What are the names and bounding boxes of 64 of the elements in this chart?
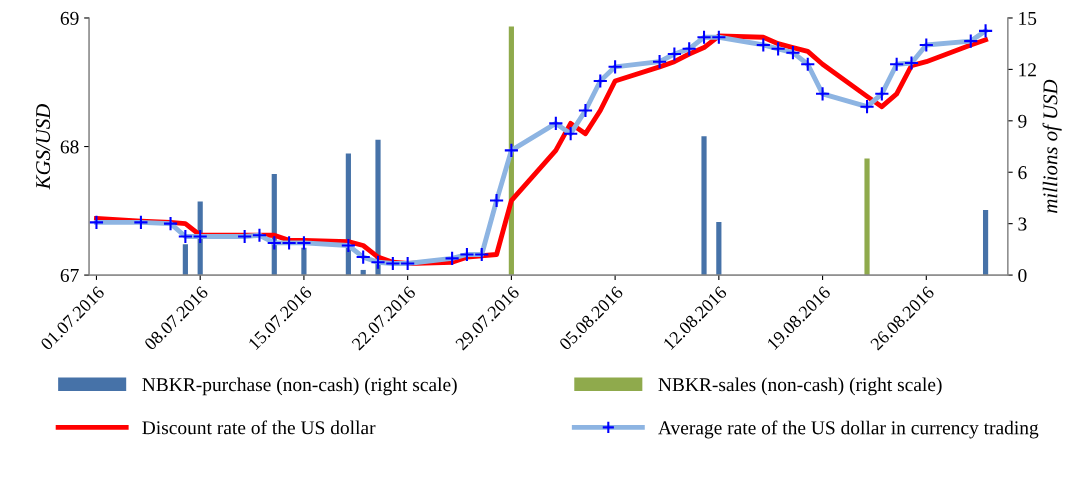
point <box>474 246 490 263</box>
point <box>755 37 771 53</box>
point <box>177 228 193 245</box>
point <box>889 56 905 72</box>
point <box>681 41 697 57</box>
point <box>370 254 386 270</box>
bar <box>301 247 307 276</box>
point <box>696 29 712 45</box>
point <box>281 235 297 251</box>
legend-label: Average rate of the US dollar in currency trading <box>658 420 1039 439</box>
y-axis-title: KGS/USD <box>36 104 51 190</box>
point <box>355 249 371 265</box>
legend-label: NBKR-purchase (non-cash) (right scale) <box>142 377 457 396</box>
point <box>785 45 801 61</box>
point <box>770 41 786 57</box>
point <box>859 99 875 115</box>
point <box>400 255 416 272</box>
point <box>340 237 357 254</box>
point <box>563 126 579 142</box>
point <box>503 142 520 159</box>
point <box>800 56 816 72</box>
bar <box>182 244 188 276</box>
point <box>918 37 934 53</box>
point <box>251 227 268 243</box>
point <box>874 86 890 102</box>
point <box>903 55 920 71</box>
point <box>162 216 179 232</box>
y2-tick-label: 6 <box>1018 166 1027 180</box>
bar <box>716 221 722 276</box>
point <box>666 46 683 62</box>
point <box>488 192 505 209</box>
point <box>444 250 460 266</box>
point <box>192 228 208 245</box>
legend-label: Discount rate of the US dollar <box>142 420 376 435</box>
point <box>592 73 608 89</box>
point <box>577 102 594 119</box>
point <box>266 235 282 251</box>
point <box>133 214 149 230</box>
y-tick-label: 67 <box>60 268 79 283</box>
point <box>459 246 475 263</box>
y2-tick-label: 12 <box>1019 63 1036 77</box>
y2-tick-label: 9 <box>1018 114 1027 128</box>
y2-tick-label: 15 <box>1019 11 1037 25</box>
point <box>651 54 668 70</box>
point <box>237 228 253 245</box>
y2-tick-label: 3 <box>1018 217 1027 231</box>
point <box>385 255 401 272</box>
point <box>296 235 312 251</box>
point <box>548 115 564 132</box>
y2-tick-label: 0 <box>1018 268 1027 283</box>
point <box>963 33 979 49</box>
bar <box>701 136 707 276</box>
point <box>607 59 623 75</box>
bar <box>864 158 870 276</box>
point <box>711 29 727 45</box>
point <box>89 214 105 230</box>
y2-axis-title: millions of USD <box>1042 79 1062 213</box>
point <box>814 86 831 102</box>
point <box>977 23 994 39</box>
legend-label: NBKR-sales (non-cash) (right scale) <box>658 377 942 396</box>
bar <box>375 139 381 276</box>
y-tick-label: 68 <box>60 140 79 154</box>
y-tick-label: 69 <box>60 11 79 25</box>
bar <box>982 209 989 276</box>
